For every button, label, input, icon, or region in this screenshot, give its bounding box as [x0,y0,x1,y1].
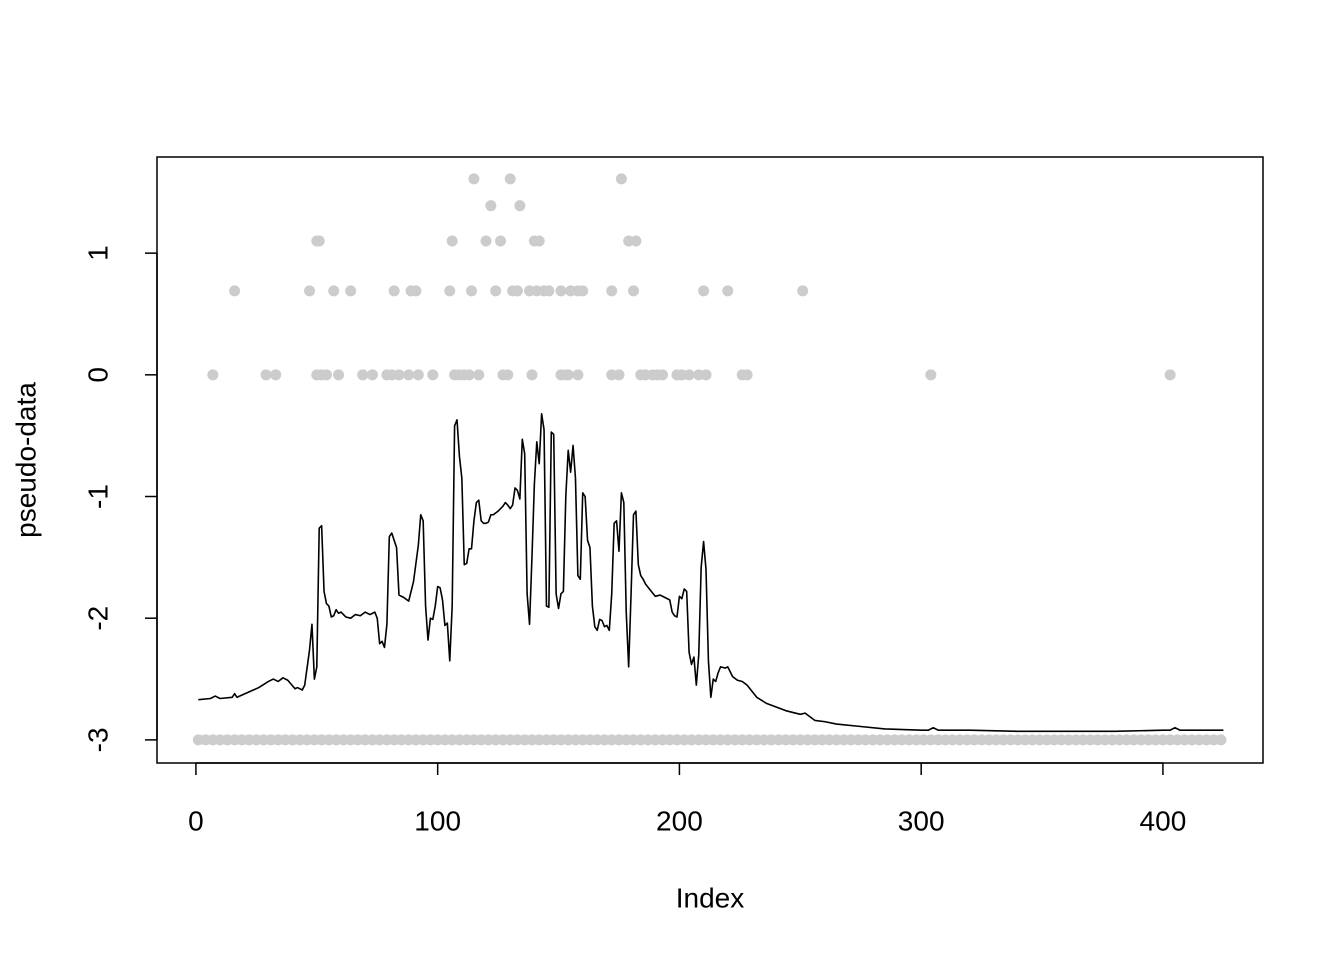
point [270,369,282,381]
point [412,369,424,381]
point [463,369,475,381]
point [260,369,272,381]
point [533,235,545,247]
point [480,235,492,247]
point [572,369,584,381]
y-tick-label: -2 [82,606,113,631]
point [577,285,589,297]
point [320,369,332,381]
point [410,285,422,297]
point [526,369,538,381]
point [207,369,219,381]
point [543,285,555,297]
x-tick-label: 400 [1140,805,1187,836]
point [504,173,516,185]
y-tick-label: -1 [82,484,113,509]
point [466,285,478,297]
x-axis-label: Index [676,882,745,913]
x-tick-label: 300 [898,805,945,836]
point [444,285,456,297]
point [615,173,627,185]
point [403,369,415,381]
point [511,285,523,297]
point [304,285,316,297]
y-tick-label: 0 [82,367,113,383]
point [741,369,753,381]
point [388,285,400,297]
point [366,369,378,381]
y-tick-label: 1 [82,245,113,261]
y-axis-label: pseudo-data [10,382,41,538]
point [468,173,480,185]
point [698,285,710,297]
point [555,285,567,297]
point [495,235,507,247]
point [427,369,439,381]
point [562,369,574,381]
point [797,285,809,297]
point [502,369,514,381]
point [313,235,325,247]
line [198,412,1224,733]
point [345,285,357,297]
point [446,235,458,247]
point [333,369,345,381]
point [630,235,642,247]
x-tick-label: 100 [414,805,461,836]
point [357,369,369,381]
plot-frame [156,156,1264,764]
point [683,369,695,381]
point [490,285,502,297]
point [485,200,497,212]
x-tick-label: 0 [188,805,204,836]
point [473,369,485,381]
point [925,369,937,381]
point [1215,734,1227,746]
point [1164,369,1176,381]
y-tick-label: -3 [82,727,113,752]
point [700,369,712,381]
point [613,369,625,381]
point [722,285,734,297]
point [606,285,618,297]
point [627,285,639,297]
x-tick-label: 200 [656,805,703,836]
point [328,285,340,297]
point [514,200,526,212]
point [393,369,405,381]
point [229,285,241,297]
point [656,369,668,381]
